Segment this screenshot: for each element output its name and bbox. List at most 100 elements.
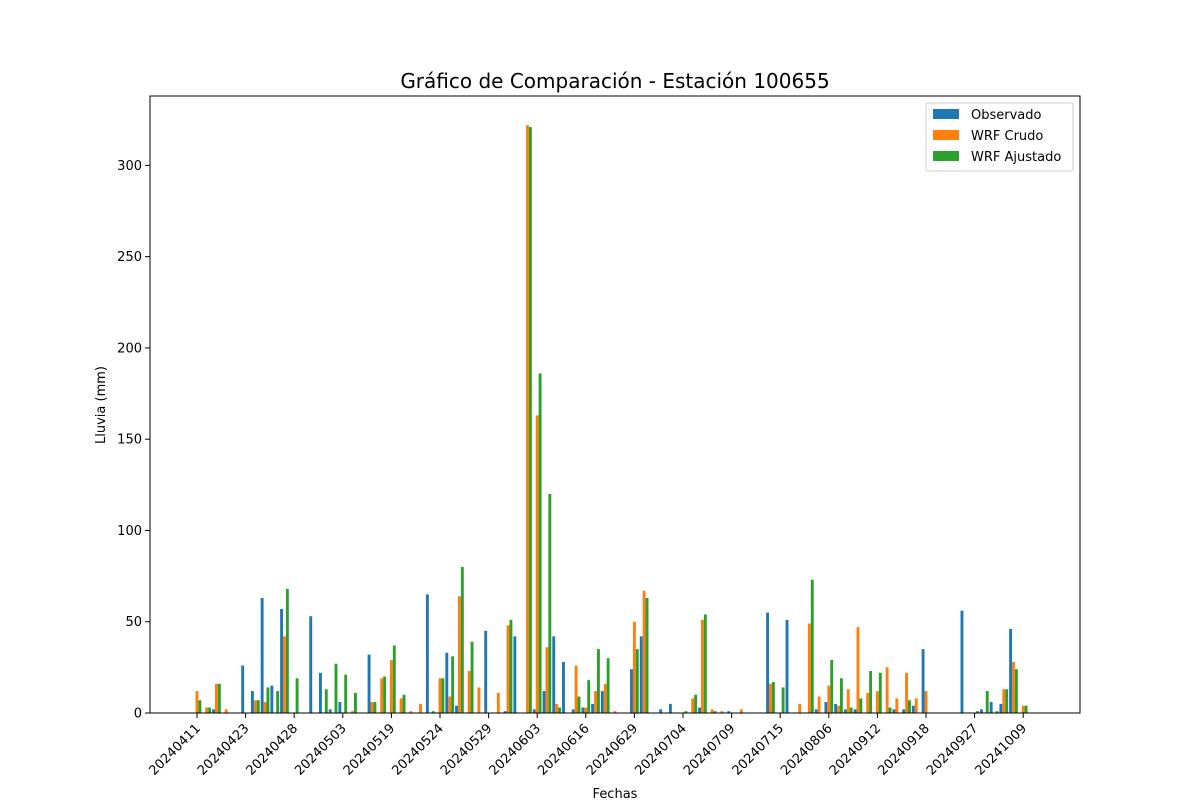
bar-wrf-ajustado-28 (470, 641, 474, 713)
bar-wrf-crudo-72 (895, 698, 899, 713)
bar-observado-67 (843, 709, 847, 713)
bar-wrf-ajustado-9 (285, 588, 289, 713)
bar-wrf-crudo-45 (632, 621, 636, 713)
bar-observado-37 (552, 636, 556, 713)
bar-observado-35 (532, 709, 536, 713)
bar-wrf-ajustado-42 (606, 658, 610, 713)
x-tick-label-20241009: 20241009 (973, 721, 1030, 778)
bar-wrf-crudo-1 (205, 707, 209, 713)
x-tick-label-20240423: 20240423 (195, 721, 252, 778)
bar-observado-52 (698, 707, 701, 713)
bar-observado-73 (902, 709, 906, 713)
bar-wrf-crudo-75 (924, 691, 928, 713)
bar-wrf-ajustado-16 (353, 692, 357, 713)
x-tick-label-20240519: 20240519 (341, 721, 398, 778)
y-tick-label-250: 250 (117, 250, 142, 265)
x-tick-label-20240529: 20240529 (438, 721, 495, 778)
bar-wrf-ajustado-26 (451, 656, 455, 713)
bar-wrf-ajustado-51 (694, 694, 698, 713)
bar-wrf-crudo-7 (263, 702, 267, 713)
bar-wrf-crudo-69 (866, 692, 870, 713)
bar-wrf-crudo-27 (457, 596, 461, 713)
bar-observado-61 (785, 619, 789, 713)
bar-observado-32 (503, 711, 507, 713)
bar-wrf-crudo-37 (555, 703, 559, 713)
bar-wrf-crudo-68 (856, 627, 860, 713)
bar-observado-13 (319, 672, 322, 713)
x-tick-label-20240918: 20240918 (875, 721, 932, 778)
bar-wrf-ajustado-0 (198, 700, 202, 713)
bar-wrf-ajustado-13 (324, 689, 328, 713)
bar-wrf-crudo-53 (710, 709, 714, 713)
bar-wrf-ajustado-40 (587, 680, 591, 713)
bar-observado-68 (853, 709, 857, 713)
legend-swatch-observado (933, 109, 959, 119)
bar-wrf-ajustado-35 (538, 373, 542, 713)
bar-observado-18 (367, 654, 371, 713)
bar-wrf-crudo-16 (351, 711, 354, 713)
bar-wrf-crudo-32 (506, 625, 510, 713)
bar-observado-7 (260, 598, 264, 713)
bar-observado-33 (513, 636, 517, 713)
bar-observado-82 (989, 702, 993, 713)
x-axis-label: Fechas (593, 787, 638, 800)
bar-observado-42 (600, 691, 604, 713)
bar-observado-8 (270, 685, 274, 713)
bar-observado-59 (766, 612, 770, 713)
bar-wrf-crudo-41 (594, 691, 597, 713)
x-tick-label-20240411: 20240411 (146, 721, 203, 778)
bar-wrf-ajustado-66 (839, 678, 843, 713)
bar-wrf-crudo-26 (448, 696, 452, 713)
legend-box (925, 102, 1074, 172)
x-tick-label-20240524: 20240524 (389, 721, 446, 778)
bar-wrf-ajustado-1 (208, 707, 212, 713)
bar-wrf-ajustado-41 (596, 649, 600, 713)
bar-observado-14 (328, 709, 332, 713)
legend-swatch-wrf-ajustado (933, 151, 959, 161)
bar-wrf-crudo-52 (700, 619, 704, 713)
bar-wrf-crudo-54 (720, 711, 724, 713)
legend: Observado WRF Crudo WRF Ajustado (925, 102, 1074, 172)
bar-wrf-ajustado-63 (810, 579, 814, 713)
bar-wrf-crudo-67 (846, 689, 850, 713)
bar-wrf-crudo-34 (526, 125, 529, 713)
bar-wrf-crudo-31 (496, 692, 500, 713)
bar-wrf-crudo-64 (817, 696, 821, 713)
bar-wrf-crudo-43 (613, 711, 617, 713)
bar-wrf-crudo-18 (370, 702, 374, 713)
bar-observado-55 (727, 711, 731, 713)
bar-wrf-ajustado-80 (976, 711, 979, 713)
bar-wrf-crudo-74 (914, 698, 918, 713)
bar-wrf-ajustado-8 (276, 691, 280, 713)
x-axis: 2024041120240423202404282024050320240519… (146, 713, 1030, 779)
y-tick-label-0: 0 (134, 707, 142, 722)
bar-wrf-ajustado-39 (577, 696, 581, 713)
bar-wrf-ajustado-36 (548, 493, 552, 713)
bar-wrf-crudo-66 (837, 705, 840, 713)
bar-wrf-crudo-62 (798, 703, 802, 713)
bar-observado-74 (911, 705, 915, 713)
bar-wrf-crudo-0 (195, 691, 199, 713)
bar-wrf-ajustado-34 (528, 127, 532, 713)
bar-observado-27 (455, 705, 458, 713)
bar-wrf-crudo-51 (691, 698, 695, 713)
bar-wrf-crudo-70 (875, 691, 879, 713)
bar-wrf-ajustado-25 (441, 678, 445, 713)
chart-title: Gráfico de Comparación - Estación 100655 (400, 69, 829, 93)
bar-wrf-ajustado-82 (995, 711, 999, 713)
bars-layer (195, 125, 1028, 713)
bar-wrf-crudo-46 (642, 590, 646, 713)
bar-wrf-ajustado-32 (509, 619, 513, 713)
bar-wrf-ajustado-71 (888, 707, 892, 713)
bar-wrf-ajustado-10 (295, 678, 299, 713)
bar-wrf-ajustado-52 (703, 614, 707, 713)
bar-wrf-crudo-83 (1002, 689, 1006, 713)
y-axis-label: Lluvia (mm) (94, 366, 109, 444)
plot-frame (149, 95, 1081, 714)
bar-observado-26 (445, 652, 449, 713)
x-tick-label-20240428: 20240428 (244, 721, 301, 778)
bar-wrf-crudo-23 (419, 703, 423, 713)
bar-observado-81 (979, 709, 983, 713)
bar-observado-9 (280, 608, 284, 713)
